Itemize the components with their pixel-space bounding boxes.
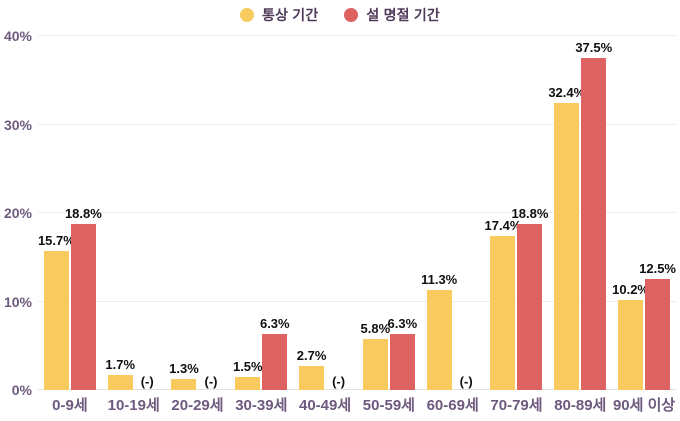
x-tick-label-0-9세: 0-9세 <box>52 397 88 414</box>
bar-group-0-9세: 15.7% 18.8% <box>38 36 102 390</box>
data-label-70-79세-series0: 17.4% <box>484 218 522 234</box>
bar-40-49세-series0 <box>299 366 325 390</box>
bar-group-70-79세: 17.4% 18.8% <box>485 36 548 390</box>
y-axis: 0% 10% 20% 30% 40% <box>0 0 34 421</box>
bar-group-30-39세: 1.5% 6.3% <box>229 36 293 390</box>
bar-30-39세-series0 <box>235 376 261 390</box>
bar-group-40-49세: 2.7% (-) <box>293 36 357 390</box>
bar-slot-70-79세-series1: 18.8% <box>512 36 548 390</box>
bar-slot-10-19세-series1: (-) <box>135 36 160 390</box>
data-label-60-69세-series0: 11.3% <box>421 272 458 287</box>
bar-slot-80-89세-series0: 32.4% <box>548 36 585 390</box>
bar-group-20-29세: 1.3% (-) <box>166 36 230 390</box>
bar-slot-0-9세-series1: 18.8% <box>65 36 102 390</box>
y-tick-label-0%: 0% <box>11 382 32 398</box>
y-tick-label-40%: 40% <box>3 28 32 44</box>
data-label-0-9세-series0: 15.7% <box>37 233 75 249</box>
legend-dot-yellow-icon <box>239 8 254 22</box>
data-label-30-39세-series0: 1.5% <box>232 358 263 374</box>
bar-slot-30-39세-series0: 1.5% <box>232 36 263 390</box>
y-tick-label-20%: 20% <box>3 205 32 221</box>
bar-30-39세-series1 <box>262 334 288 390</box>
bar-20-29세-series0 <box>171 378 197 390</box>
data-label-10-19세-series1: (-) <box>140 374 154 389</box>
bar-groups: 15.7% 18.8% 1.7% (-) 1.3% (-) 1.5% 6.3% 2.7% (-) 5… <box>38 36 676 390</box>
x-tick-label-40-49세: 40-49세 <box>299 397 352 414</box>
bar-slot-80-89세-series1: 37.5% <box>575 36 612 390</box>
data-label-20-29세-series1: (-) <box>204 374 218 389</box>
gridline-20% <box>38 212 676 213</box>
data-label-50-59세-series1: 6.3% <box>387 316 418 332</box>
legend: 통상 기간 설 명절 기간 <box>0 4 680 26</box>
bar-70-79세-series1 <box>517 223 543 390</box>
bar-50-59세-series0 <box>362 338 388 390</box>
bar-slot-90세 이상-series1: 12.5% <box>639 36 676 390</box>
bar-90세 이상-series1 <box>645 279 671 390</box>
bar-slot-50-59세-series1: 6.3% <box>387 36 418 390</box>
legend-item-holiday-period: 설 명절 기간 <box>344 5 440 25</box>
bar-slot-30-39세-series1: 6.3% <box>259 36 290 390</box>
data-label-10-19세-series0: 1.7% <box>105 356 136 372</box>
x-tick-label-30-39세: 30-39세 <box>235 397 288 414</box>
data-label-60-69세-series1: (-) <box>459 374 473 389</box>
x-tick-label-20-29세: 20-29세 <box>171 397 224 414</box>
bar-50-59세-series1 <box>389 334 415 390</box>
bar-slot-60-69세-series1: (-) <box>454 36 479 390</box>
bar-slot-20-29세-series1: (-) <box>198 36 223 390</box>
x-tick-label-10-19세: 10-19세 <box>107 397 160 414</box>
y-tick-label-30%: 30% <box>3 116 32 133</box>
gridline-10% <box>38 300 676 302</box>
bar-slot-70-79세-series0: 17.4% <box>485 36 521 390</box>
legend-dot-red-icon <box>344 8 359 22</box>
gridline-30% <box>38 123 676 125</box>
data-label-40-49세-series1: (-) <box>332 374 346 389</box>
data-label-20-29세-series0: 1.3% <box>169 360 199 376</box>
legend-item-normal-period: 통상 기간 <box>239 5 319 25</box>
bar-0-9세-series0 <box>43 251 69 390</box>
x-tick-label-70-79세: 70-79세 <box>490 397 543 414</box>
data-label-80-89세-series0: 32.4% <box>548 85 586 101</box>
bar-group-50-59세: 5.8% 6.3% <box>357 36 421 390</box>
bar-slot-40-49세-series0: 2.7% <box>296 36 327 390</box>
bar-slot-0-9세-series0: 15.7% <box>38 36 75 390</box>
legend-label-normal-period: 통상 기간 <box>261 7 319 23</box>
bar-80-89세-series1 <box>581 58 607 390</box>
data-label-30-39세-series1: 6.3% <box>259 316 290 332</box>
bar-slot-60-69세-series0: 11.3% <box>421 36 457 390</box>
bar-60-69세-series0 <box>426 290 452 390</box>
bar-group-90세 이상: 10.2% 12.5% <box>612 36 676 390</box>
data-label-90세 이상-series0: 10.2% <box>612 281 649 297</box>
x-tick-label-50-59세: 50-59세 <box>362 397 415 414</box>
bar-slot-90세 이상-series0: 10.2% <box>612 36 649 390</box>
data-label-0-9세-series1: 18.8% <box>64 205 102 221</box>
plot-area: 15.7% 18.8% 1.7% (-) 1.3% (-) 1.5% 6.3% 2.7% (-) 5… <box>38 35 676 390</box>
data-label-80-89세-series1: 37.5% <box>575 40 613 56</box>
data-label-40-49세-series0: 2.7% <box>296 348 327 364</box>
x-tick-label-90세 이상: 90세 이상 <box>612 397 676 414</box>
bar-group-60-69세: 11.3% (-) <box>421 36 485 390</box>
gridline-40% <box>38 35 676 36</box>
x-axis: 0-9세 10-19세 20-29세 30-39세 40-49세 50-59세 60-69세… <box>38 394 676 415</box>
legend-label-holiday-period: 설 명절 기간 <box>366 7 440 23</box>
bar-slot-20-29세-series0: 1.3% <box>169 36 199 390</box>
bar-90세 이상-series0 <box>618 299 644 390</box>
gridline-0% <box>38 389 676 390</box>
y-tick-label-10%: 10% <box>3 293 32 310</box>
bar-slot-40-49세-series1: (-) <box>326 36 351 390</box>
data-label-90세 이상-series1: 12.5% <box>639 261 676 277</box>
bar-10-19세-series0 <box>107 374 133 390</box>
bar-80-89세-series0 <box>554 103 580 390</box>
data-label-50-59세-series0: 5.8% <box>360 320 391 336</box>
bar-0-9세-series1 <box>70 223 96 390</box>
bar-slot-50-59세-series0: 5.8% <box>360 36 391 390</box>
x-tick-label-80-89세: 80-89세 <box>554 397 607 414</box>
bar-group-10-19세: 1.7% (-) <box>102 36 166 390</box>
data-label-70-79세-series1: 18.8% <box>511 205 549 221</box>
x-tick-label-60-69세: 60-69세 <box>426 397 479 414</box>
bar-70-79세-series0 <box>490 236 516 390</box>
bar-slot-10-19세-series0: 1.7% <box>105 36 136 390</box>
bar-group-80-89세: 32.4% 37.5% <box>548 36 612 390</box>
